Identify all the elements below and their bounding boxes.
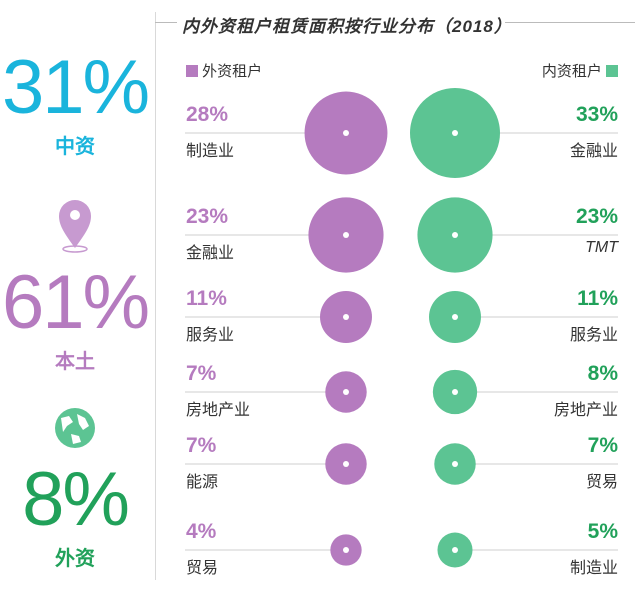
category-label: 房地产业: [186, 402, 251, 419]
stat-label: 外资: [55, 548, 95, 570]
category-label: 贸易: [186, 560, 219, 577]
stat-label: 本土: [55, 351, 95, 373]
chart-title: 内外资租户租赁面积按行业分布（2018）: [182, 17, 512, 36]
stat-local: 61% 本土: [0, 265, 150, 374]
vertical-divider: [155, 12, 156, 580]
value-label: 4%: [186, 520, 217, 543]
legend-label: 内资租户: [541, 63, 602, 80]
value-label: 23%: [186, 205, 229, 228]
bubble-center-dot: [452, 389, 458, 395]
bubble-center-dot: [452, 130, 458, 136]
stat-value: 31%: [1, 45, 150, 130]
globe-icon: [55, 408, 95, 448]
category-label: 制造业: [186, 143, 235, 160]
value-label: 7%: [186, 434, 217, 457]
bubble-center-dot: [343, 314, 349, 320]
value-label: 8%: [587, 362, 618, 385]
category-label: 制造业: [569, 560, 618, 577]
value-label: 28%: [186, 103, 229, 126]
category-label: 房地产业: [553, 402, 618, 419]
bubble-center-dot: [343, 547, 349, 553]
stat-value: 61%: [1, 260, 150, 345]
category-label: 服务业: [186, 327, 235, 344]
bubble-center-dot: [343, 389, 349, 395]
bubble-center-dot: [343, 130, 349, 136]
legend-foreign: 外资租户: [186, 60, 262, 81]
bubble-center-dot: [343, 461, 349, 467]
legend-swatch: [186, 65, 198, 77]
value-label: 11%: [577, 287, 618, 310]
legend-domestic: 内资租户: [542, 60, 618, 81]
value-label: 7%: [186, 362, 217, 385]
title-rule: [155, 22, 177, 23]
legend-label: 外资租户: [202, 63, 263, 80]
stat-label: 中资: [55, 136, 95, 158]
value-label: 7%: [587, 434, 618, 457]
stat-domestic-chinese: 31% 中资: [0, 50, 150, 159]
stat-value: 8%: [22, 457, 130, 542]
value-label: 23%: [575, 205, 618, 228]
bubble-center-dot: [343, 232, 349, 238]
category-label: 能源: [186, 474, 219, 491]
bubble-center-dot: [452, 461, 458, 467]
category-label: 服务业: [569, 327, 618, 344]
legend-swatch: [606, 65, 618, 77]
bubble-center-dot: [452, 232, 458, 238]
category-label: 贸易: [585, 474, 618, 491]
title-rule: [505, 22, 635, 23]
bubble-center-dot: [452, 547, 458, 553]
stat-foreign: 8% 外资: [0, 462, 150, 571]
value-label: 5%: [587, 520, 618, 543]
value-label: 11%: [186, 287, 227, 310]
category-label: TMT: [585, 239, 618, 256]
category-label: 金融业: [186, 245, 235, 262]
category-label: 金融业: [569, 143, 618, 160]
location-pin-icon: [59, 200, 91, 253]
bubble-center-dot: [452, 314, 458, 320]
value-label: 33%: [575, 103, 618, 126]
